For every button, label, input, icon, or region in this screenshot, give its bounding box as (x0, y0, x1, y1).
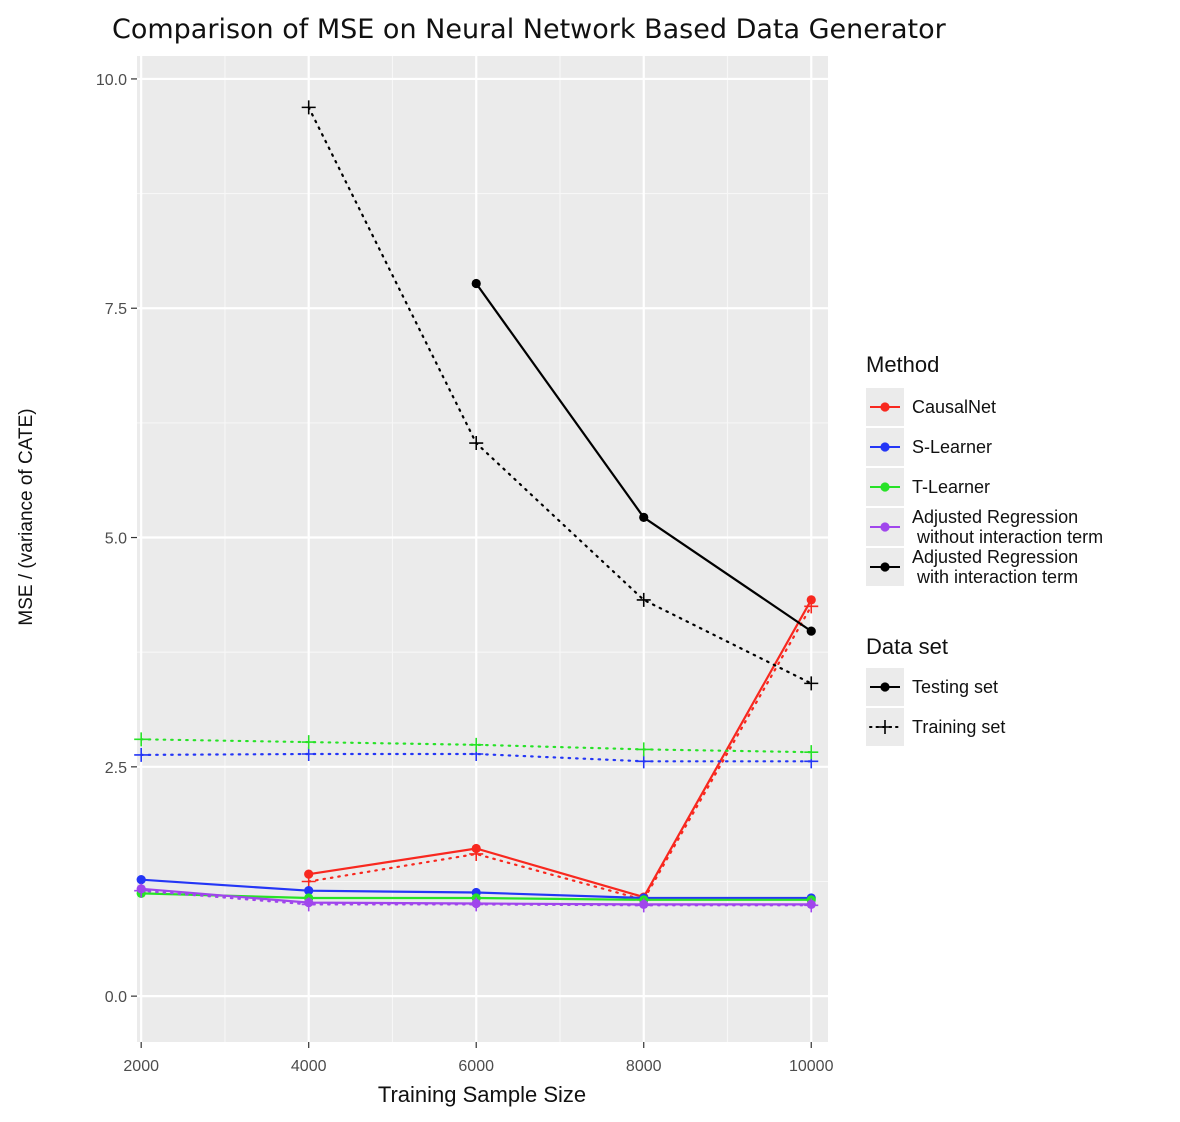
legend-item-adjusted-regression-without-interaction-term-label: Adjusted Regression without interaction … (912, 507, 1104, 547)
legend-key-dot (880, 522, 890, 532)
grid-minor (137, 56, 828, 1042)
legend-key-svg (866, 508, 904, 546)
legend-item-causalnet: CausalNet (866, 388, 1166, 428)
legend-method: Method CausalNet S-Learner T-Learner Adjust… (866, 352, 1103, 587)
point-adjusted-regression-without-interaction-term-training (469, 897, 484, 912)
legend-item-testing-set: Testing set (866, 668, 1166, 708)
series-line-causalnet-testing (308, 599, 813, 899)
legend-item-causalnet-label: CausalNet (912, 397, 997, 417)
point-t-learner-training (134, 732, 149, 747)
series-line-t-learner-training (140, 738, 813, 754)
legend-key-svg (866, 548, 904, 586)
point-adjusted-regression-without-interaction-term-training (134, 883, 149, 898)
point-causalnet-training (469, 846, 484, 861)
y-tick-label: 7.5 (105, 301, 127, 318)
point-t-learner-training (804, 745, 819, 760)
legend-key-dot (880, 682, 890, 692)
x-tick-label: 6000 (458, 1058, 494, 1075)
point-adjusted-regression-without-interaction-term-training (804, 898, 819, 913)
point-s-learner-training (301, 746, 316, 761)
x-tick-label: 10000 (789, 1058, 834, 1075)
legend-item-t-learner-label: T-Learner (912, 477, 991, 497)
legend-item-testing-set-label: Testing set (912, 677, 999, 697)
legend-dataset-title: Data set (866, 634, 948, 659)
legend-item-adjusted-regression-with-interaction-term: Adjusted Regression with interaction ter… (866, 547, 1166, 588)
point-s-learner-training (134, 747, 149, 762)
y-tick-label: 10.0 (96, 72, 127, 89)
point-t-learner-training (301, 735, 316, 750)
point-adjusted-regression-without-interaction-term-training (636, 898, 651, 913)
point-adjusted-regression-with-interaction-term-testing (639, 512, 649, 522)
point-adjusted-regression-without-interaction-term-training (301, 897, 316, 912)
chart-title: Comparison of MSE on Neural Network Base… (112, 14, 946, 45)
legend-item-t-learner: T-Learner (866, 468, 1166, 508)
legend-item-adjusted-regression-with-interaction-term-label: Adjusted Regression with interaction ter… (912, 547, 1079, 587)
legend-key-svg (866, 668, 904, 706)
legend-item-training-set-label: Training set (912, 717, 1006, 737)
point-causalnet-testing (304, 869, 314, 879)
y-axis-label: MSE / (variance of CATE) (16, 408, 37, 625)
point-adjusted-regression-with-interaction-term-testing (471, 278, 481, 289)
x-axis-label: Training Sample Size (378, 1082, 586, 1107)
y-tick-label: 2.5 (105, 760, 127, 777)
plot-panel (137, 56, 828, 1042)
point-t-learner-training (636, 742, 651, 757)
x-tick-label: 8000 (626, 1058, 662, 1075)
legend-key-svg (866, 708, 904, 746)
y-tick-label: 0.0 (105, 989, 127, 1006)
point-adjusted-regression-with-interaction-term-training (804, 676, 819, 691)
legend-method-title: Method (866, 352, 940, 377)
legend-key-svg (866, 428, 904, 466)
legend-key-svg (866, 468, 904, 506)
point-s-learner-testing (304, 886, 314, 896)
legend-dataset: Data set Testing set Training set (866, 634, 1005, 746)
point-adjusted-regression-with-interaction-term-training (469, 436, 484, 451)
y-tick-label: 5.0 (105, 531, 127, 548)
legend-key-svg (866, 388, 904, 426)
legend-item-s-learner: S-Learner (866, 428, 1166, 468)
point-causalnet-training (804, 599, 819, 614)
legend-item-s-learner-label: S-Learner (912, 437, 993, 457)
x-tick-label: 4000 (291, 1058, 327, 1075)
series-line-s-learner-training (140, 752, 813, 763)
legend-key-dot (880, 442, 890, 452)
series-line-causalnet-training (307, 605, 813, 902)
legend-key-dot (880, 562, 890, 572)
series-layer (134, 100, 819, 913)
series-line-adjusted-regression-with-interaction-term-training (307, 106, 813, 685)
series-line-adjusted-regression-without-interaction-term-training (140, 889, 813, 907)
point-s-learner-training (636, 754, 651, 769)
axis-layer: 2000 4000 6000 8000 10000 0.0 2.5 5.0 7.5 10.0 (96, 72, 834, 1075)
point-adjusted-regression-with-interaction-term-training (301, 100, 316, 115)
point-s-learner-testing (136, 875, 146, 885)
legend-item-adjusted-regression-without-interaction-term: Adjusted Regression without interaction … (866, 507, 1166, 548)
legend-key-plus (878, 720, 892, 734)
legend-key-dot (880, 402, 890, 412)
point-t-learner-training (469, 737, 484, 752)
legend-key-dot (880, 482, 890, 492)
point-adjusted-regression-with-interaction-term-testing (806, 626, 816, 636)
point-adjusted-regression-with-interaction-term-training (636, 592, 651, 607)
legend-item-training-set: Training set (866, 708, 1166, 748)
x-tick-label: 2000 (123, 1058, 159, 1075)
